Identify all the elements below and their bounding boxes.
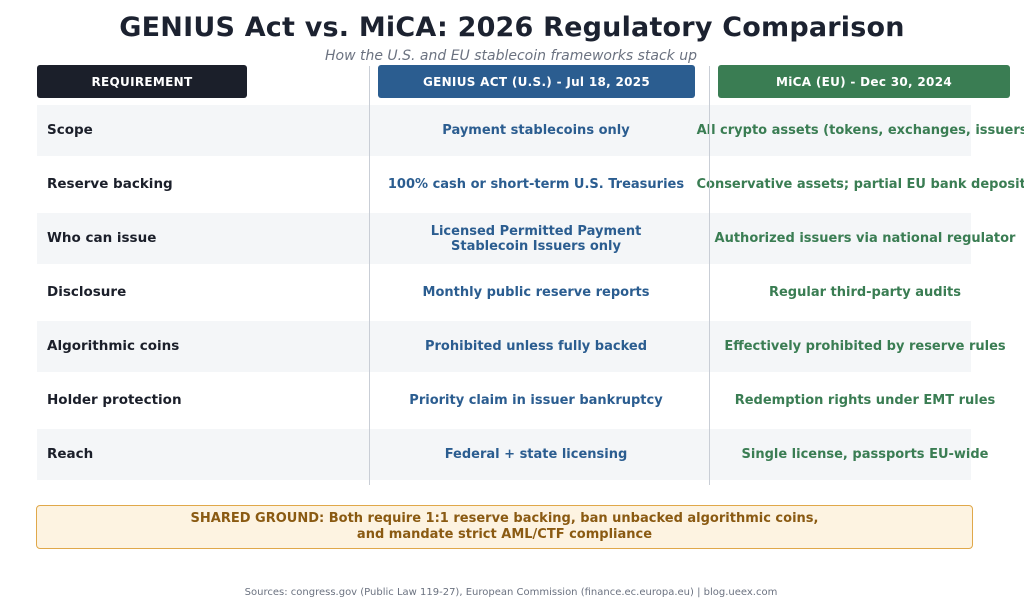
- shared-ground-callout: SHARED GROUND: Both require 1:1 reserve …: [36, 505, 973, 549]
- table-row: Reach Federal + state licensing Single l…: [37, 429, 989, 480]
- page-subtitle: How the U.S. and EU stablecoin framework…: [325, 48, 697, 64]
- requirement-cell: Holder protection: [47, 392, 182, 408]
- requirement-cell: Scope: [47, 122, 93, 138]
- table-row: Algorithmic coins Prohibited unless full…: [37, 321, 1006, 372]
- shared-ground-line: and mandate strict AML/CTF compliance: [356, 527, 653, 542]
- requirement-cell: Who can issue: [47, 230, 157, 246]
- mica-cell: Regular third-party audits: [768, 285, 962, 300]
- genius-cell-line: Licensed Permitted Payment: [430, 223, 642, 239]
- requirement-cell: Algorithmic coins: [47, 338, 180, 354]
- mica-cell: All crypto assets (tokens, exchanges, is…: [696, 123, 1024, 138]
- column-divider: [709, 66, 710, 485]
- table-row: Who can issue Licensed Permitted Payment…: [37, 213, 1015, 264]
- mica-cell: Authorized issuers via national regulato…: [714, 231, 1016, 246]
- shared-ground-line: SHARED GROUND: Both require 1:1 reserve …: [190, 511, 819, 526]
- genius-cell-line: Stablecoin Issuers only: [451, 238, 621, 254]
- table-row: Reserve backing 100% cash or short-term …: [37, 159, 1024, 210]
- mica-cell: Conservative assets; partial EU bank dep…: [696, 177, 1024, 192]
- mica-cell: Single license, passports EU-wide: [741, 447, 989, 462]
- requirement-cell: Reach: [47, 446, 94, 462]
- genius-cell: Payment stablecoins only: [442, 123, 630, 138]
- genius-cell: Monthly public reserve reports: [422, 285, 650, 300]
- mica-cell: Effectively prohibited by reserve rules: [724, 339, 1006, 354]
- table-row: Disclosure Monthly public reserve report…: [37, 267, 971, 318]
- sources-footer: Sources: congress.gov (Public Law 119-27…: [244, 587, 778, 598]
- genius-cell: Priority claim in issuer bankruptcy: [409, 393, 663, 408]
- mica-cell: Redemption rights under EMT rules: [734, 393, 996, 408]
- table-row: Holder protection Priority claim in issu…: [37, 375, 995, 426]
- column-header-mica: MiCA (EU) - Dec 30, 2024: [718, 65, 1010, 98]
- genius-cell: Federal + state licensing: [444, 447, 628, 462]
- requirement-cell: Reserve backing: [47, 176, 173, 192]
- genius-cell: Licensed Permitted Payment Stablecoin Is…: [378, 213, 694, 264]
- genius-cell: 100% cash or short-term U.S. Treasuries: [387, 177, 685, 192]
- table-row: Scope Payment stablecoins only All crypt…: [37, 105, 1024, 156]
- genius-cell: Prohibited unless fully backed: [424, 339, 647, 354]
- column-header-genius: GENIUS ACT (U.S.) - Jul 18, 2025: [378, 65, 695, 98]
- column-divider: [369, 66, 370, 485]
- page-title: GENIUS Act vs. MiCA: 2026 Regulatory Com…: [119, 12, 905, 43]
- column-header-requirement: REQUIREMENT: [37, 65, 247, 98]
- requirement-cell: Disclosure: [47, 284, 127, 300]
